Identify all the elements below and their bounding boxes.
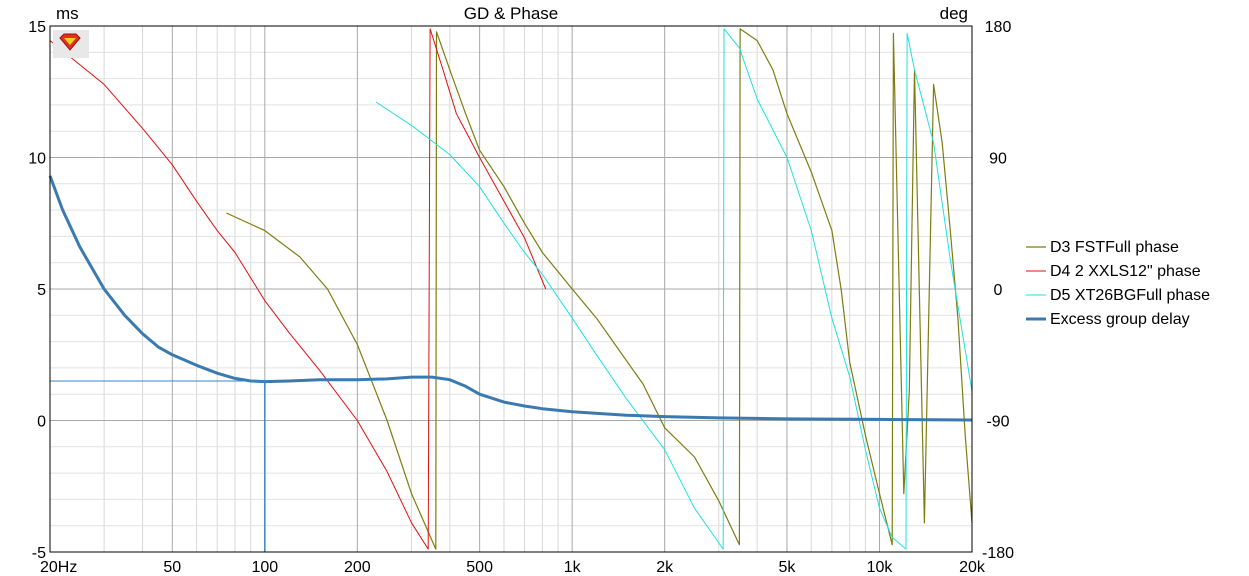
x-axis-tick-labels: 20Hz 50 100 200 500 1k 2k 5k 10k 20k xyxy=(40,559,986,576)
left-tick-label: 10 xyxy=(28,151,46,168)
left-axis-unit: ms xyxy=(56,4,79,23)
legend-item[interactable]: D3 FSTFull phase xyxy=(1026,239,1179,256)
app-logo xyxy=(53,30,89,58)
left-tick-label: 0 xyxy=(37,414,46,431)
right-axis-tick-labels: 180 90 0 -90 -180 xyxy=(982,19,1014,562)
plot-frame xyxy=(49,25,973,553)
left-axis-tick-labels: 15 10 5 0 -5 xyxy=(28,19,46,562)
x-tick-label: 20k xyxy=(959,559,986,576)
legend-item[interactable]: D4 2 XXLS12" phase xyxy=(1026,263,1201,280)
x-tick-label: 50 xyxy=(163,559,181,576)
right-tick-label: -90 xyxy=(986,414,1009,431)
left-tick-label: -5 xyxy=(32,545,46,562)
right-axis-unit: deg xyxy=(940,4,968,23)
series-line-4 xyxy=(48,175,973,422)
series-line-2 xyxy=(49,28,547,550)
legend-label: D3 FSTFull phase xyxy=(1050,239,1179,256)
right-tick-label: -180 xyxy=(982,545,1014,562)
legend-label: D5 XT26BGFull phase xyxy=(1050,287,1210,304)
legend-label: D4 2 XXLS12" phase xyxy=(1050,263,1201,280)
legend[interactable]: D3 FSTFull phase D4 2 XXLS12" phase D5 XT2… xyxy=(1026,239,1210,328)
series-layer xyxy=(48,28,973,550)
x-tick-label: 5k xyxy=(779,559,797,576)
x-tick-label: 500 xyxy=(466,559,493,576)
x-tick-label: 100 xyxy=(251,559,278,576)
x-tick-label: 2k xyxy=(656,559,674,576)
right-tick-label: 180 xyxy=(985,19,1012,36)
left-tick-label: 5 xyxy=(37,282,46,299)
x-tick-label: 10k xyxy=(867,559,894,576)
cursor[interactable] xyxy=(50,380,266,552)
series-line-3 xyxy=(375,28,973,550)
right-tick-label: 0 xyxy=(994,282,1003,299)
x-tick-label: 20Hz xyxy=(40,559,77,576)
x-tick-label: 1k xyxy=(564,559,582,576)
left-tick-label: 15 xyxy=(28,19,46,36)
legend-label: Excess group delay xyxy=(1050,311,1190,328)
right-tick-label: 90 xyxy=(989,151,1007,168)
legend-item[interactable]: Excess group delay xyxy=(1026,311,1190,328)
legend-item[interactable]: D5 XT26BGFull phase xyxy=(1026,287,1210,304)
x-tick-label: 200 xyxy=(344,559,371,576)
chart-title: GD & Phase xyxy=(464,4,559,23)
